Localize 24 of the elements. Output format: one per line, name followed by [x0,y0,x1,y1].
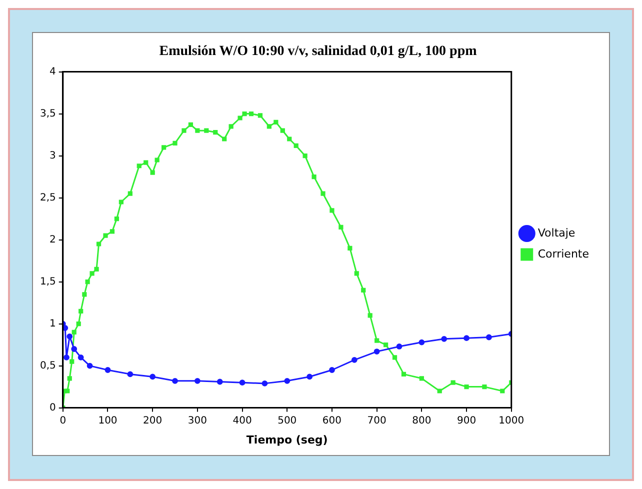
x-tick-label: 100 [98,415,118,426]
x-tick-label: 600 [322,415,342,426]
x-axis-title: Tiempo (seg) [246,433,328,446]
x-tick-label: 0 [60,415,66,426]
x-tick-label: 1000 [498,415,524,426]
y-tick-label: 1,5 [40,276,56,288]
y-tick-label: 0 [50,402,56,414]
y-tick-label: 2,5 [40,192,56,204]
x-tick-label: 400 [232,415,252,426]
chart-title: Emulsión W/O 10:90 v/v, salinidad 0,01 g/L, 100 ppm [159,44,478,60]
y-tick-label: 4 [50,66,56,78]
x-tick-label: 700 [367,415,386,426]
y-tick-label: 1 [50,318,56,330]
legend-label: Voltaje [538,226,576,240]
y-tick-label: 3,5 [40,108,56,120]
y-tick-label: 0,5 [40,360,56,372]
x-tick-label: 900 [456,415,476,426]
x-tick-label: 200 [143,415,162,426]
x-tick-label: 500 [278,415,297,426]
x-tick-label: 300 [188,415,207,426]
x-tick-label: 800 [412,415,432,426]
y-tick-label: 3 [50,150,56,162]
y-tick-label: 2 [50,234,56,246]
legend-label: Corriente [538,247,590,260]
